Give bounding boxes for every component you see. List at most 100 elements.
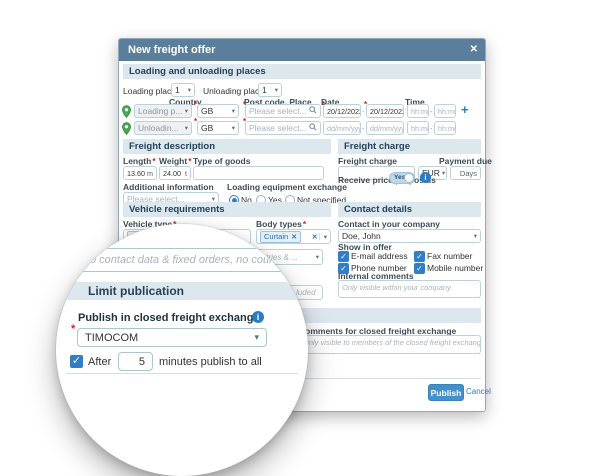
chevron-down-icon: ▾: [441, 170, 446, 177]
closed-exchange-comments-label: Comments for closed freight exchange: [299, 326, 457, 336]
date-from-input-row2[interactable]: dd/mm/yyyy: [323, 121, 361, 135]
publish-in-exchange-label: Publish in closed freight exchange: [78, 312, 260, 324]
section-header-contact: Contact details: [338, 202, 481, 217]
body-types-multiselect[interactable]: Curtain ✕ ✕ | ▾: [256, 229, 331, 244]
loading-type-select[interactable]: Loading p... ▾: [134, 104, 192, 118]
checkbox-fax[interactable]: ✓: [414, 251, 425, 262]
freight-charge-label: Freight charge: [338, 156, 398, 166]
after-label: After: [88, 356, 112, 368]
column-date: Date: [321, 97, 340, 107]
internal-comments-label: Internal comments: [338, 271, 414, 281]
chevron-down-icon: ▾: [274, 87, 278, 94]
info-icon[interactable]: i: [252, 311, 264, 323]
unloading-place-label: Unloading place: [203, 86, 264, 96]
weight-label: Weight: [159, 156, 192, 166]
price-proposals-toggle[interactable]: Yes: [389, 172, 415, 184]
minutes-input[interactable]: 5: [118, 352, 153, 371]
section-header-freight-description: Freight description: [123, 139, 331, 154]
length-label: Length: [123, 156, 156, 166]
info-icon[interactable]: i: [420, 172, 431, 183]
cancel-link[interactable]: Cancel: [466, 387, 491, 396]
close-icon[interactable]: ✕: [469, 44, 478, 55]
payment-due-label: Payment due: [439, 156, 492, 166]
place-input-row1[interactable]: Please select...: [245, 104, 321, 118]
column-country: Country: [169, 97, 202, 107]
checkbox-email-label: E-mail address: [351, 251, 408, 261]
equipment-exchange-label: Loading equipment exchange: [227, 182, 347, 192]
range-separator: -: [430, 124, 433, 133]
time-from-input-row1[interactable]: hh:mm: [407, 104, 429, 118]
vehicle-type-label: Vehicle type: [123, 219, 176, 229]
date-from-input-row1[interactable]: 20/12/2022: [323, 104, 361, 118]
payment-due-input[interactable]: Days: [450, 166, 481, 180]
checkbox-fax-label: Fax number: [427, 251, 473, 261]
checkbox-mobile-label: Mobile number: [427, 263, 484, 273]
show-in-offer-label: Show in offer: [338, 242, 392, 252]
map-pin-icon: [122, 122, 131, 140]
chevron-down-icon: ▾: [254, 332, 259, 342]
time-to-input-row2[interactable]: hh:mm: [434, 121, 456, 135]
internal-comments-textarea[interactable]: Only visible within your company: [338, 280, 481, 298]
chevron-down-icon: ▾: [323, 233, 327, 241]
magnified-restrictions-select[interactable]: o contact data & fixed orders, no countr…: [56, 248, 308, 272]
length-input[interactable]: 13.60 m: [123, 166, 157, 180]
checkbox-phone-label: Phone number: [351, 263, 407, 273]
column-place: Post code, Place: [244, 97, 312, 107]
toggle-knob-icon: [404, 173, 414, 183]
country-select-row2[interactable]: GB ▾: [197, 121, 239, 135]
search-icon: [309, 123, 317, 133]
column-time: Time: [405, 97, 425, 107]
clear-all-icon[interactable]: ✕: [311, 233, 318, 241]
page-background: New freight offer ✕ Loading and unloadin…: [0, 0, 600, 450]
magnifier-lens: o contact data & fixed orders, no countr…: [56, 224, 308, 476]
place-input-row2[interactable]: Please select...: [245, 121, 321, 135]
weight-input[interactable]: 24.00 t: [159, 166, 191, 180]
closed-exchange-select[interactable]: TIMOCOM ▾: [77, 328, 267, 347]
publish-button[interactable]: Publish: [428, 384, 464, 401]
time-to-input-row1[interactable]: hh:mm: [434, 104, 456, 118]
checkbox-email[interactable]: ✓: [338, 251, 349, 262]
type-of-goods-label: Type of goods: [193, 156, 251, 166]
date-to-input-row2[interactable]: dd/mm/yyyy: [366, 121, 404, 135]
unloading-type-select[interactable]: Unloadin... ▾: [134, 121, 192, 135]
section-header-vehicle: Vehicle requirements: [123, 202, 331, 217]
add-row-icon[interactable]: +: [461, 102, 469, 117]
body-types-label: Body types: [256, 219, 306, 229]
dialog-titlebar: New freight offer ✕: [119, 39, 485, 61]
price-proposals-label: Receive price proposals: [338, 175, 436, 185]
chevron-down-icon: ▾: [473, 233, 477, 240]
closed-exchange-comments-textarea[interactable]: Only visible to members of the closed fr…: [299, 335, 481, 354]
chevron-down-icon: ▾: [231, 125, 235, 132]
range-separator: -: [362, 124, 365, 133]
chevron-down-icon: ▾: [184, 108, 188, 115]
search-icon: [309, 106, 317, 116]
section-header-loading: Loading and unloading places: [123, 64, 481, 79]
company-contact-select[interactable]: Doe, John ▾: [338, 229, 481, 243]
radio-yes-label: Yes: [268, 195, 282, 205]
loading-place-count-select[interactable]: 1 ▾: [171, 83, 195, 97]
chevron-down-icon: ▾: [315, 254, 319, 261]
range-separator: -: [430, 107, 433, 116]
chevron-down-icon: ▾: [187, 87, 191, 94]
checkbox-mobile[interactable]: ✓: [414, 263, 425, 274]
chevron-down-icon: ▾: [211, 196, 215, 203]
minutes-publish-label: minutes publish to all: [159, 356, 262, 368]
unloading-place-count-select[interactable]: 1 ▾: [258, 83, 282, 97]
chevron-down-icon: ▾: [231, 108, 235, 115]
after-minutes-checkbox[interactable]: ✓: [70, 355, 83, 368]
chevron-down-icon: ▾: [184, 125, 188, 132]
country-select-row1[interactable]: GB ▾: [197, 104, 239, 118]
dialog-title: New freight offer: [128, 44, 216, 56]
limit-publication-header: Limit publication: [56, 282, 308, 300]
map-pin-icon: [122, 105, 131, 123]
radio-not-specified-label: Not specified: [297, 195, 347, 205]
radio-no-label: No: [241, 195, 252, 205]
time-from-input-row2[interactable]: hh:mm: [407, 121, 429, 135]
date-to-input-row1[interactable]: 20/12/2022: [366, 104, 404, 118]
loading-place-label: Loading place: [123, 86, 176, 96]
checkbox-phone[interactable]: ✓: [338, 263, 349, 274]
divider: |: [318, 232, 321, 241]
type-of-goods-input[interactable]: [193, 166, 324, 180]
section-header-freight-charge: Freight charge: [338, 139, 481, 154]
remove-tag-icon[interactable]: ✕: [291, 233, 298, 241]
